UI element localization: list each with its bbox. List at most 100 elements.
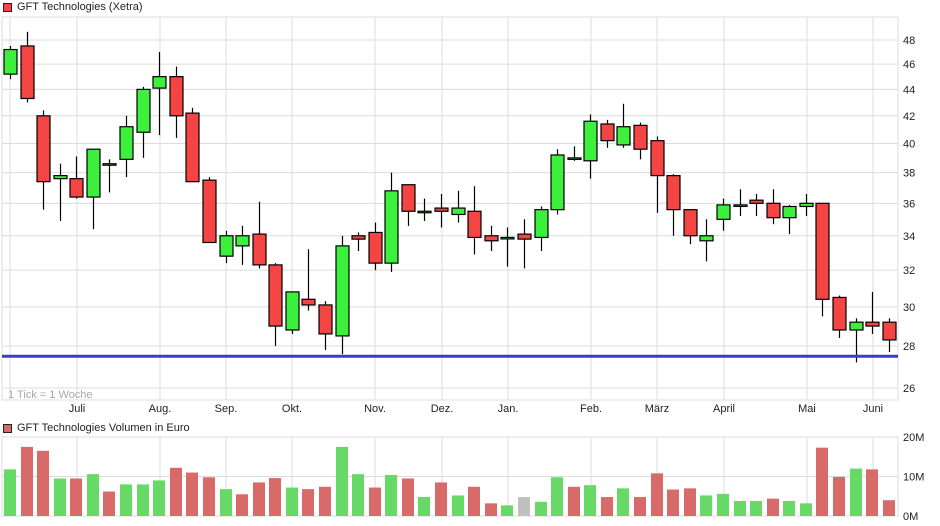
volume-bar (203, 477, 215, 516)
volume-bar (518, 497, 530, 516)
candle-up (53, 175, 68, 180)
volume-bar (750, 500, 762, 516)
candle-down (832, 296, 847, 331)
volume-bar (137, 484, 149, 516)
volume-bar (54, 478, 66, 516)
volume-bar (551, 477, 563, 516)
candle-down (467, 210, 482, 239)
candle-down (650, 140, 665, 177)
volume-bar (883, 500, 895, 516)
volume-bar (485, 503, 497, 516)
volume-bar (286, 487, 298, 516)
volume-bar (816, 447, 828, 516)
price-axis-tick: 28 (903, 341, 915, 353)
volume-bar (4, 469, 16, 516)
candle-down (633, 124, 648, 150)
volume-bar (700, 495, 712, 516)
month-label: Feb. (580, 403, 602, 415)
candle-down (600, 123, 615, 142)
candle-up (417, 210, 432, 214)
volume-bar (734, 500, 746, 516)
volume-bar (783, 500, 795, 516)
volume-bar (651, 473, 663, 516)
candle-up (3, 48, 18, 75)
month-label: Dez. (431, 403, 454, 415)
volume-bar (800, 503, 812, 516)
volume-bar (850, 468, 862, 516)
volume-bar (418, 497, 430, 516)
candle-down (268, 264, 283, 327)
candle-down (749, 199, 764, 204)
candle-up (451, 207, 466, 216)
price-axis-tick: 34 (903, 231, 915, 243)
volume-bar (269, 478, 281, 516)
candle-down (169, 76, 184, 117)
volume-bar (37, 450, 49, 516)
candle-down (401, 184, 416, 212)
price-axis-tick: 40 (903, 139, 915, 151)
candle-down (683, 209, 698, 237)
volume-bar (501, 505, 513, 516)
price-axis-tick: 48 (903, 35, 915, 47)
volume-bar (220, 489, 232, 516)
candle-up (567, 157, 582, 160)
candle-up (102, 163, 117, 166)
candle-down (766, 202, 781, 219)
candle-up (782, 205, 797, 219)
volume-legend-swatch (3, 423, 12, 433)
tick-note: 1 Tick = 1 Woche (8, 389, 93, 401)
price-axis-tick: 32 (903, 265, 915, 277)
volume-bar (402, 478, 414, 516)
volume-bar (336, 446, 348, 516)
candle-up (152, 76, 167, 89)
price-legend: GFT Technologies (Xetra) (3, 1, 143, 13)
price-plot-frame (1, 16, 899, 401)
volume-bar (236, 494, 248, 516)
candle-up (799, 202, 814, 208)
volume-bar (87, 474, 99, 516)
month-label: März (645, 403, 669, 415)
candle-up (136, 88, 151, 133)
price-legend-swatch (3, 2, 12, 12)
volume-bar (153, 480, 165, 516)
volume-bar (717, 493, 729, 516)
month-label: Mai (798, 403, 816, 415)
candle-up (235, 235, 250, 247)
volume-bar (120, 484, 132, 516)
candle-up (733, 204, 748, 207)
volume-axis-tick: 20M (903, 432, 924, 444)
volume-bar (186, 472, 198, 516)
month-label: Nov. (364, 403, 386, 415)
candle-down (301, 298, 316, 306)
candle-down (69, 178, 84, 198)
candle-up (849, 321, 864, 331)
volume-bar (584, 485, 596, 516)
candle-down (36, 115, 51, 183)
price-axis-tick: 38 (903, 168, 915, 180)
volume-bar (634, 497, 646, 516)
candle-up (86, 148, 101, 198)
price-axis-tick: 46 (903, 59, 915, 71)
candle-down (517, 233, 532, 240)
candle-down (20, 45, 35, 100)
month-label: Juni (863, 403, 883, 415)
volume-bar (170, 467, 182, 516)
volume-bar (319, 486, 331, 516)
volume-bar (385, 474, 397, 516)
candle-up (500, 236, 515, 240)
volume-bar (435, 482, 447, 516)
candle-up (583, 120, 598, 162)
volume-bar (253, 482, 265, 516)
candle-down (484, 235, 499, 242)
volume-bar (617, 488, 629, 516)
month-label: Sep. (215, 403, 238, 415)
candle-up (119, 126, 134, 160)
volume-bar (667, 489, 679, 516)
volume-bar (70, 478, 82, 516)
candle-up (335, 245, 350, 337)
candle-up (716, 204, 731, 220)
candle-down (434, 207, 449, 212)
volume-bar (568, 486, 580, 516)
candle-down (882, 321, 897, 341)
price-axis-tick: 44 (903, 84, 915, 96)
